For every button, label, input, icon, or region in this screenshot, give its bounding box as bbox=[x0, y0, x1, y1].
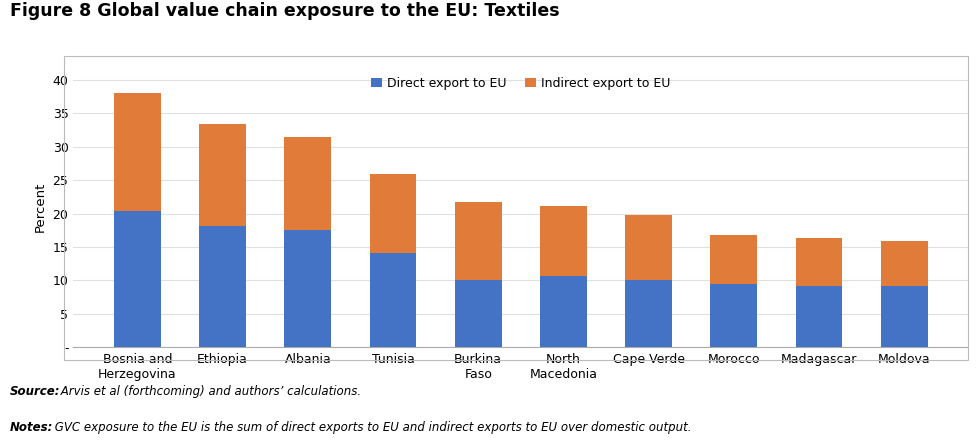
Legend: Direct export to EU, Indirect export to EU: Direct export to EU, Indirect export to … bbox=[366, 73, 674, 93]
Bar bbox=[624, 280, 671, 347]
Bar bbox=[794, 287, 841, 347]
Bar bbox=[114, 93, 160, 211]
Bar bbox=[199, 226, 246, 347]
Bar bbox=[114, 211, 160, 347]
Bar bbox=[539, 206, 586, 276]
Bar bbox=[709, 235, 756, 284]
Text: Arvis et al (forthcoming) and authors’ calculations.: Arvis et al (forthcoming) and authors’ c… bbox=[57, 385, 361, 398]
Y-axis label: Percent: Percent bbox=[34, 182, 47, 232]
Bar bbox=[199, 124, 246, 226]
Text: Figure 8 Global value chain exposure to the EU: Textiles: Figure 8 Global value chain exposure to … bbox=[10, 2, 559, 20]
Bar bbox=[369, 174, 416, 253]
Bar bbox=[880, 241, 926, 287]
Bar bbox=[880, 287, 926, 347]
Bar bbox=[284, 230, 331, 347]
Bar bbox=[624, 215, 671, 280]
Bar bbox=[284, 137, 331, 230]
Bar bbox=[369, 253, 416, 347]
Text: Source:: Source: bbox=[10, 385, 61, 398]
Bar bbox=[794, 238, 841, 287]
Text: Notes:: Notes: bbox=[10, 421, 53, 433]
Text: GVC exposure to the EU is the sum of direct exports to EU and indirect exports t: GVC exposure to the EU is the sum of dir… bbox=[51, 421, 691, 433]
Bar bbox=[454, 280, 501, 347]
Bar bbox=[454, 202, 501, 280]
Bar bbox=[709, 284, 756, 347]
Bar bbox=[539, 276, 586, 347]
